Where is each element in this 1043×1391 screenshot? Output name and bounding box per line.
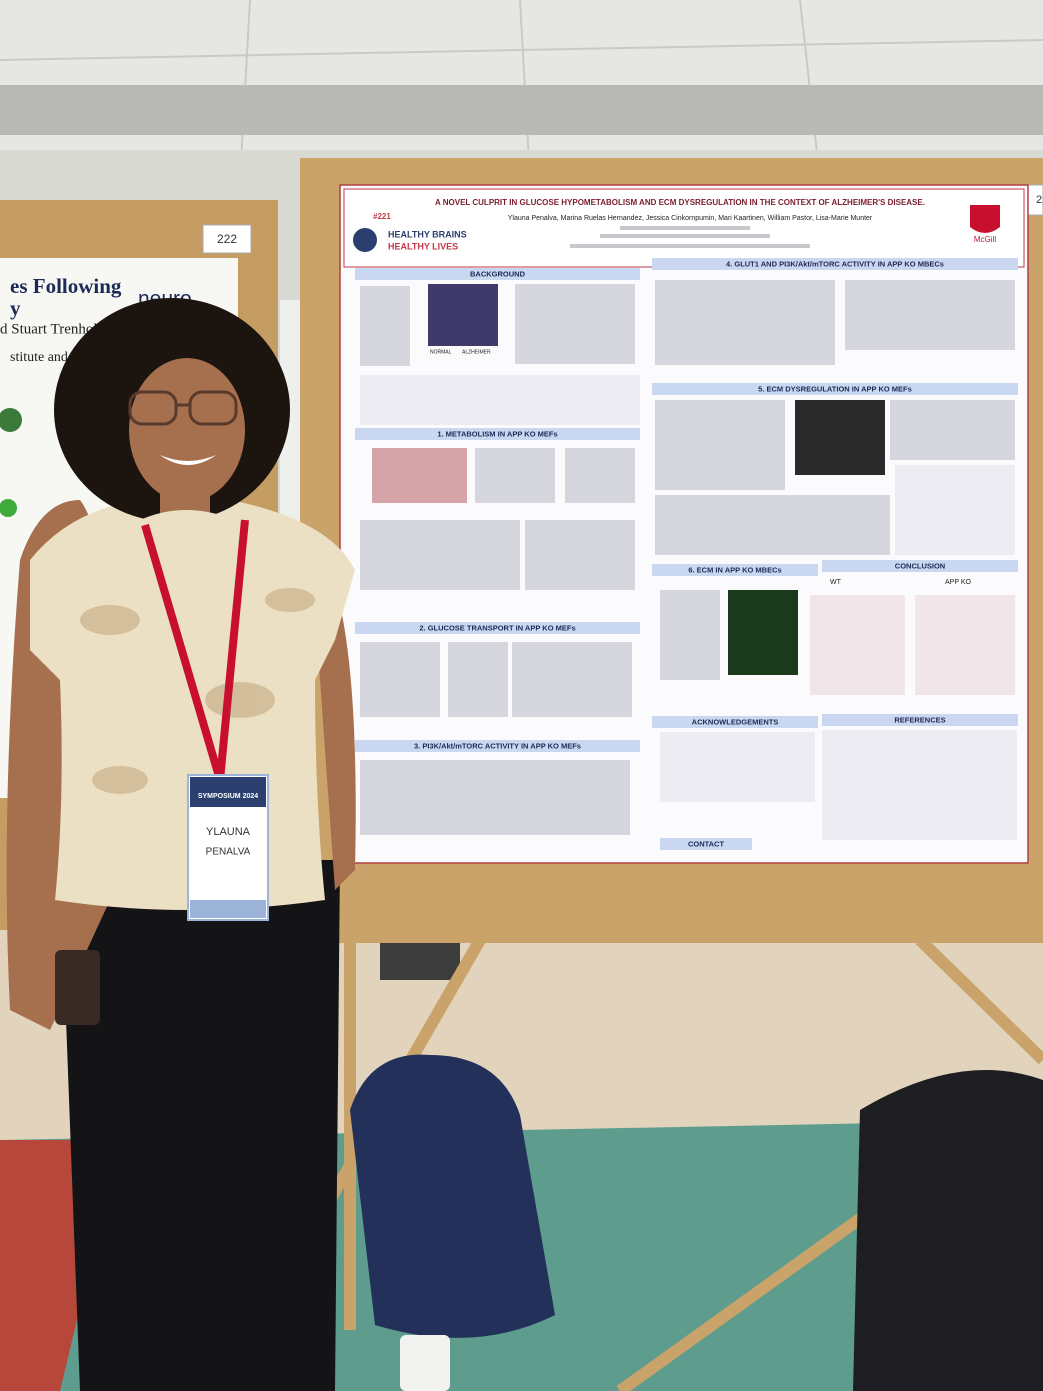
badge-name: PENALVA xyxy=(206,847,251,858)
mcgill-crest xyxy=(970,205,1000,233)
section-title: CONTACT xyxy=(688,839,725,848)
poster-logo: HEALTHY BRAINS xyxy=(388,229,467,239)
poster-number: #221 xyxy=(373,212,391,221)
section-title: 1. METABOLISM IN APP KO MEFs xyxy=(437,429,557,438)
left-poster-title: es Following xyxy=(10,274,122,298)
section-header xyxy=(652,716,818,728)
section-title: 3. PI3K/Akt/mTORC ACTIVITY IN APP KO MEF… xyxy=(414,741,581,750)
conclusion-label: WT xyxy=(830,579,842,586)
smile xyxy=(160,455,216,465)
section-header xyxy=(822,714,1018,726)
left-sign xyxy=(202,224,252,254)
poster-title: A NOVEL CULPRIT IN GLUCOSE HYPOMETABOLIS… xyxy=(435,198,925,207)
poster-university: McGill xyxy=(974,235,996,244)
section-title: BACKGROUND xyxy=(470,269,526,278)
section-header xyxy=(822,560,1018,572)
section-header xyxy=(355,622,640,634)
section-title: ACKNOWLEDGEMENTS xyxy=(692,717,779,726)
left-figure xyxy=(0,408,22,432)
section-title: 2. GLUCOSE TRANSPORT IN APP KO MEFs xyxy=(419,623,575,632)
left-poster-title: y xyxy=(10,296,21,320)
poster-affiliations xyxy=(570,226,810,248)
left-figure xyxy=(0,499,17,517)
cup xyxy=(400,1335,450,1391)
section-header xyxy=(355,428,640,440)
section-title: REFERENCES xyxy=(894,715,945,724)
section-header xyxy=(652,383,1018,395)
left-poster-authors: d Stuart Trenholm xyxy=(0,321,110,337)
badge-header xyxy=(190,777,266,807)
section-header xyxy=(660,838,752,850)
poster-sections: BACKGROUND 1. METABOLISM IN APP KO MEFs 2.… xyxy=(355,258,1018,850)
conclusion-label: APP KO xyxy=(945,579,971,586)
section-header xyxy=(355,740,640,752)
poster-logo: HEALTHY LIVES xyxy=(388,241,458,251)
section-title: 6. ECM IN APP KO MBECs xyxy=(688,565,781,574)
right-sign-number: 22 xyxy=(1036,194,1043,206)
section-header xyxy=(355,268,640,280)
section-title: 5. ECM DYSREGULATION IN APP KO MEFs xyxy=(758,384,912,393)
background-label: ALZHEIMER xyxy=(462,349,491,355)
left-poster-number: 222 xyxy=(217,232,237,246)
badge-name: YLAUNA xyxy=(206,826,251,838)
section-title: 4. GLUT1 AND PI3K/Akt/mTORC ACTIVITY IN … xyxy=(726,259,944,268)
collar xyxy=(140,510,235,540)
bag-right xyxy=(853,1070,1043,1391)
backpack xyxy=(350,1054,555,1338)
beam xyxy=(0,85,1043,135)
background-label: NORMAL xyxy=(430,349,452,355)
phone xyxy=(55,950,100,1025)
badge-event: SYMPOSIUM 2024 xyxy=(198,793,258,800)
poster-authors: Ylauna Penalva, Marina Ruelas Hernandez,… xyxy=(508,215,873,222)
pants xyxy=(60,860,340,1391)
face xyxy=(129,358,245,502)
poster-logo-icon xyxy=(353,228,377,252)
blouse-pattern xyxy=(80,588,315,794)
section-header xyxy=(652,258,1018,270)
poster-figures xyxy=(360,280,1017,840)
easel-base xyxy=(616,1185,904,1391)
badge-footer xyxy=(190,900,266,918)
shoes-background xyxy=(380,940,460,980)
section-header xyxy=(652,564,818,576)
glasses xyxy=(128,390,238,426)
section-title: CONCLUSION xyxy=(895,561,945,570)
